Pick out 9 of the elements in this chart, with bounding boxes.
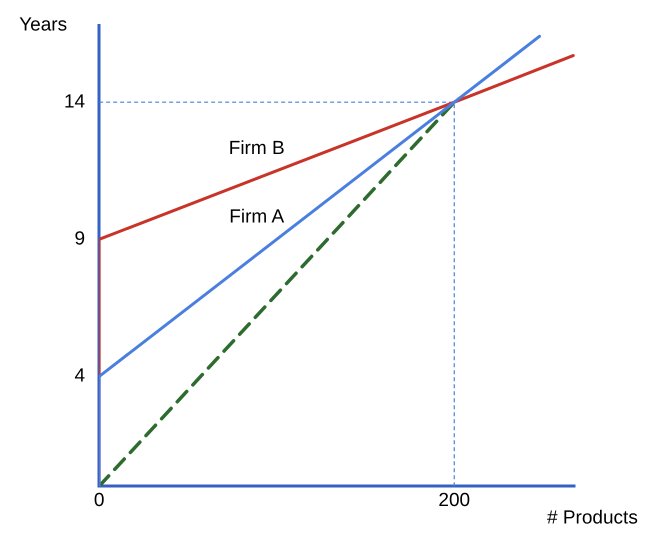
y-tick-label: 4	[74, 366, 86, 387]
series-label: Firm B	[228, 138, 285, 160]
y-axis-title: Years	[19, 14, 68, 36]
x-tick-label: 200	[438, 490, 470, 511]
x-axis-title: # Products	[547, 507, 638, 528]
series-label: Firm A	[229, 206, 284, 228]
x-tick-label: 0	[94, 490, 104, 511]
y-tick-label: 14	[64, 91, 86, 112]
y-tick-label: 9	[74, 228, 86, 250]
